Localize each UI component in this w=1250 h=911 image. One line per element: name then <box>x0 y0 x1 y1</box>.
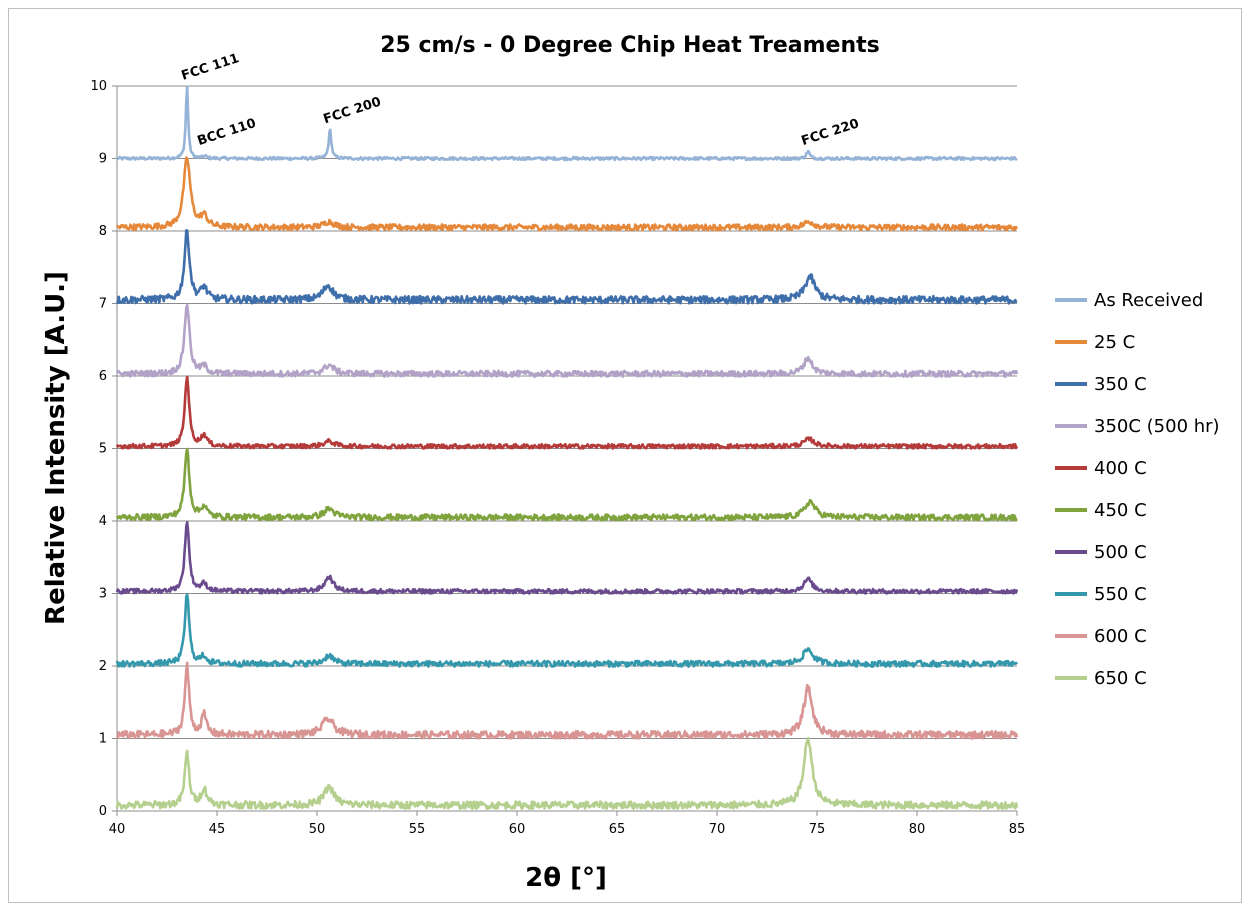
y-tick-label-3: 3 <box>99 587 107 602</box>
y-tick-label-10: 10 <box>90 79 107 94</box>
y-tick-label-0: 0 <box>99 804 107 819</box>
series-line-7 <box>115 593 1019 669</box>
peak-annotations: FCC 111 BCC 110 FCC 200 FCC 220 <box>180 51 861 149</box>
y-tick-label-7: 7 <box>99 297 107 312</box>
x-tick-label-2: 50 <box>309 822 326 837</box>
annotation-2: FCC 200 <box>322 95 383 128</box>
chart-title: 25 cm/s - 0 Degree Chip Heat Treaments <box>380 33 880 58</box>
series-line-1 <box>115 156 1019 232</box>
legend-label-5: 450 C <box>1094 500 1147 521</box>
x-tick-label-8: 80 <box>909 822 926 837</box>
series-line-0 <box>116 85 1018 162</box>
annotation-3: FCC 220 <box>800 116 861 149</box>
y-tick-label-8: 8 <box>99 224 107 239</box>
legend-label-4: 400 C <box>1094 458 1147 479</box>
legend-label-1: 25 C <box>1094 332 1135 353</box>
legend-label-9: 650 C <box>1094 668 1147 689</box>
series-line-4 <box>115 375 1019 450</box>
annotation-0: FCC 111 <box>180 51 241 84</box>
legend-label-2: 350 C <box>1094 374 1147 395</box>
legend: As Received 25 C 350 C 350C (500 hr) 400 C 45… <box>1055 290 1220 689</box>
series-line-2 <box>115 229 1018 305</box>
y-tick-label-9: 9 <box>99 152 107 167</box>
y-tick-label-1: 1 <box>99 732 107 747</box>
x-tick-label-3: 55 <box>409 822 426 837</box>
x-tick-label-6: 70 <box>709 822 726 837</box>
legend-label-3: 350C (500 hr) <box>1094 416 1220 437</box>
legend-label-0: As Received <box>1094 290 1203 311</box>
y-tick-label-5: 5 <box>99 442 107 457</box>
x-tick-label-0: 40 <box>109 822 126 837</box>
annotation-1: BCC 110 <box>196 116 258 149</box>
legend-label-6: 500 C <box>1094 542 1147 563</box>
series-group <box>115 85 1019 811</box>
x-axis-label: 2θ [°] <box>525 863 607 893</box>
series-line-8 <box>115 661 1019 740</box>
legend-label-8: 600 C <box>1094 626 1147 647</box>
x-tick-label-5: 65 <box>609 822 626 837</box>
x-tick-label-9: 85 <box>1009 822 1026 837</box>
x-tick-label-7: 75 <box>809 822 826 837</box>
legend-label-7: 550 C <box>1094 584 1147 605</box>
x-tick-label-4: 60 <box>509 822 526 837</box>
y-tick-label-6: 6 <box>99 369 107 384</box>
series-line-3 <box>115 303 1019 379</box>
y-tick-label-4: 4 <box>99 514 107 529</box>
series-line-9 <box>115 736 1019 811</box>
series-line-5 <box>115 447 1019 522</box>
y-axis-label: Relative Intensity [A.U.] <box>41 271 71 625</box>
x-tick-label-1: 45 <box>209 822 226 837</box>
y-tick-label-2: 2 <box>99 659 107 674</box>
series-line-6 <box>115 521 1019 595</box>
